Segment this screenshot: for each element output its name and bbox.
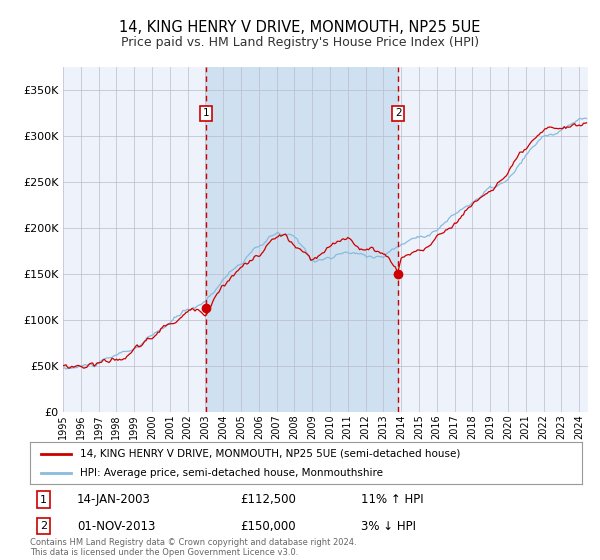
Text: 2: 2 <box>40 521 47 531</box>
Text: HPI: Average price, semi-detached house, Monmouthshire: HPI: Average price, semi-detached house,… <box>80 468 383 478</box>
Text: 14, KING HENRY V DRIVE, MONMOUTH, NP25 5UE: 14, KING HENRY V DRIVE, MONMOUTH, NP25 5… <box>119 20 481 35</box>
Text: 14, KING HENRY V DRIVE, MONMOUTH, NP25 5UE (semi-detached house): 14, KING HENRY V DRIVE, MONMOUTH, NP25 5… <box>80 449 460 459</box>
Text: £150,000: £150,000 <box>240 520 295 533</box>
Bar <box>206 67 398 412</box>
Text: Contains HM Land Registry data © Crown copyright and database right 2024.
This d: Contains HM Land Registry data © Crown c… <box>30 538 356 557</box>
Text: 3% ↓ HPI: 3% ↓ HPI <box>361 520 416 533</box>
Text: 11% ↑ HPI: 11% ↑ HPI <box>361 493 424 506</box>
Text: 1: 1 <box>203 108 209 118</box>
Text: Price paid vs. HM Land Registry's House Price Index (HPI): Price paid vs. HM Land Registry's House … <box>121 36 479 49</box>
Text: 2: 2 <box>395 108 401 118</box>
Text: 14-JAN-2003: 14-JAN-2003 <box>77 493 151 506</box>
Text: 01-NOV-2013: 01-NOV-2013 <box>77 520 155 533</box>
Text: £112,500: £112,500 <box>240 493 296 506</box>
Text: 1: 1 <box>40 494 47 505</box>
